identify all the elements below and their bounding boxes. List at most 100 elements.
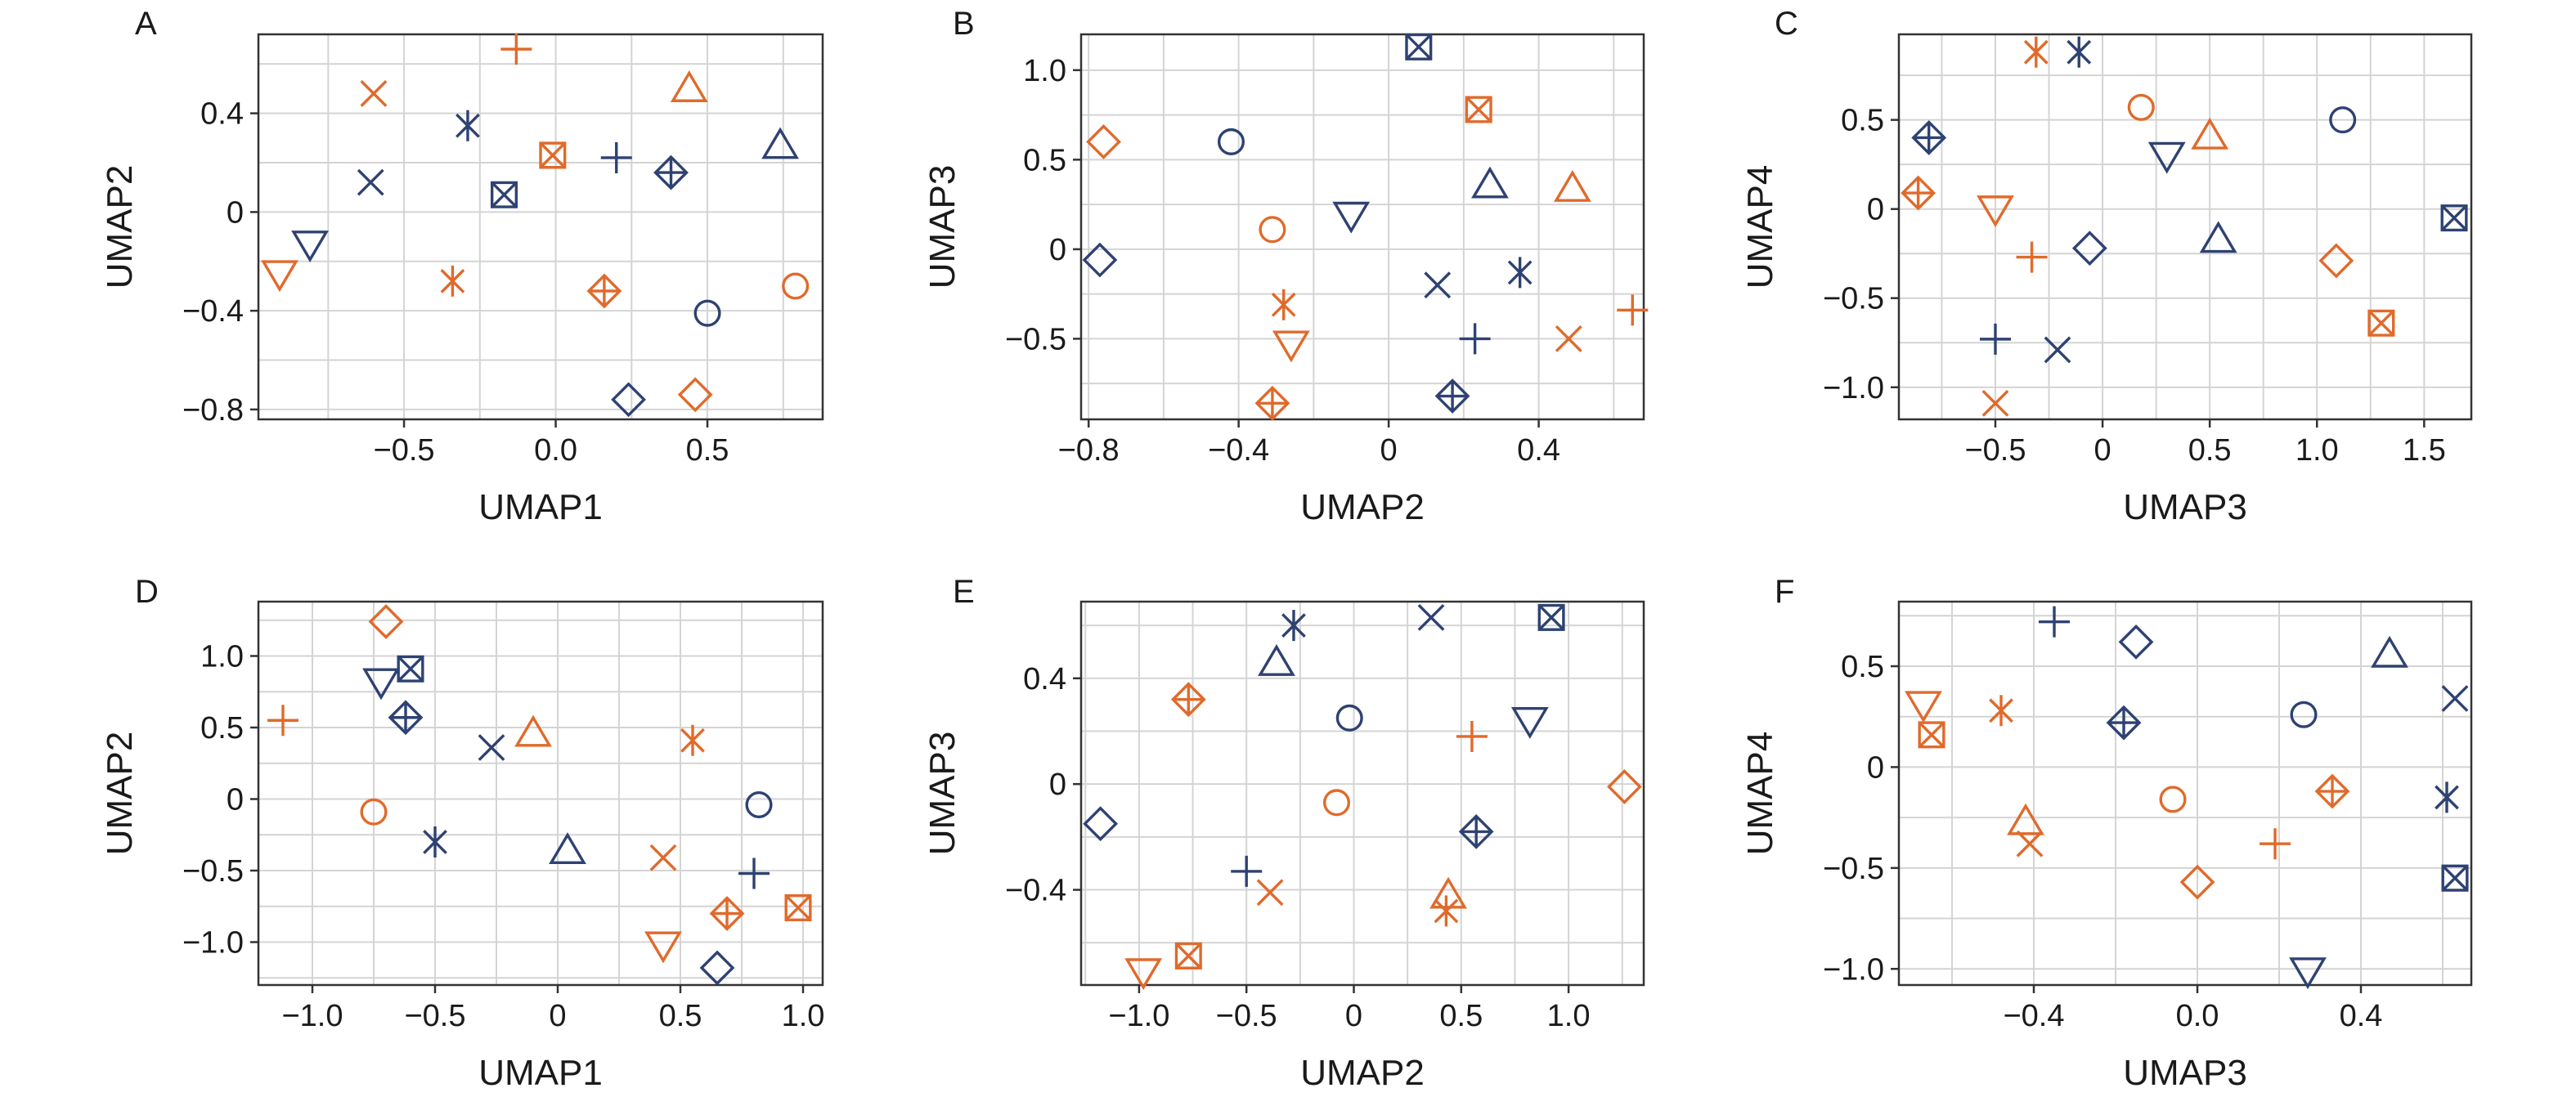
marker-shape xyxy=(2367,309,2395,337)
marker-shape xyxy=(2127,93,2155,121)
data-point-diamond-blue xyxy=(699,950,735,986)
data-point-triangle-orange xyxy=(2191,117,2229,150)
data-point-square-x-blue xyxy=(1405,33,1433,60)
data-point-circle-blue xyxy=(1335,704,1363,732)
panel-letter: F xyxy=(1775,574,1794,610)
marker-shape xyxy=(2435,781,2459,813)
data-point-asterisk-orange xyxy=(1271,289,1296,320)
data-point-asterisk-blue xyxy=(1281,610,1306,642)
data-point-asterisk-blue xyxy=(2067,36,2092,68)
data-point-triangle-down-orange xyxy=(261,260,298,293)
marker-shape xyxy=(1281,610,1306,642)
data-point-circle-blue xyxy=(693,299,721,327)
data-points xyxy=(261,34,810,418)
data-point-plus-orange xyxy=(2260,828,2291,860)
data-point-x-orange xyxy=(360,80,388,107)
x-axis-title: UMAP1 xyxy=(478,487,603,527)
marker-shape xyxy=(1465,96,1492,123)
y-tick-label: 0.5 xyxy=(200,711,244,746)
x-axis-title: UMAP2 xyxy=(1300,487,1425,527)
data-point-diamond-plus-blue xyxy=(1911,120,1947,155)
marker-shape xyxy=(1458,813,1494,849)
marker-shape xyxy=(456,110,480,141)
data-point-triangle-orange xyxy=(2007,803,2044,835)
y-axis-title: UMAP4 xyxy=(1740,165,1780,289)
data-point-asterisk-orange xyxy=(1989,695,2013,727)
marker-shape xyxy=(514,714,552,747)
marker-shape xyxy=(1434,378,1470,414)
data-point-triangle-blue xyxy=(2199,221,2237,253)
grid xyxy=(258,34,823,419)
data-point-asterisk-blue xyxy=(456,110,480,141)
y-axis-title: UMAP4 xyxy=(1740,732,1780,856)
marker-shape xyxy=(1977,195,2014,228)
marker-shape xyxy=(670,70,708,102)
data-point-triangle-down-blue xyxy=(291,231,329,262)
marker-shape xyxy=(539,141,567,169)
data-point-x-blue xyxy=(2441,685,2469,712)
marker-shape xyxy=(2260,828,2291,860)
marker-shape xyxy=(1424,271,1452,299)
x-tick-label: −1.0 xyxy=(1108,999,1169,1033)
data-point-x-orange xyxy=(1981,389,2009,417)
marker-shape xyxy=(2159,786,2187,813)
data-point-triangle-blue xyxy=(1258,644,1295,676)
data-point-diamond-orange xyxy=(2318,243,2354,279)
y-tick-label: 1.0 xyxy=(1023,54,1066,88)
y-tick-label: −1.0 xyxy=(182,926,244,960)
marker-shape xyxy=(549,832,586,865)
marker-shape xyxy=(1405,33,1433,60)
y-tick-label: −0.5 xyxy=(1823,282,1884,316)
y-axis-title: UMAP3 xyxy=(922,165,963,289)
data-points xyxy=(1905,606,2469,990)
marker-shape xyxy=(2016,241,2048,273)
data-point-triangle-orange xyxy=(670,70,708,102)
marker-shape xyxy=(2440,204,2468,232)
x-tick-label: −0.5 xyxy=(404,999,465,1033)
x-tick-label: 1.0 xyxy=(2296,433,2339,468)
marker-shape xyxy=(1905,691,1942,723)
data-point-diamond-plus-blue xyxy=(1458,813,1494,849)
marker-shape xyxy=(649,844,677,871)
grid xyxy=(258,602,823,985)
x-tick-label: −1.0 xyxy=(281,999,343,1033)
data-point-asterisk-orange xyxy=(680,724,705,756)
marker-shape xyxy=(1901,175,1936,211)
data-point-diamond-blue xyxy=(611,382,646,418)
data-point-diamond-plus-orange xyxy=(1254,385,1290,421)
data-point-circle-orange xyxy=(360,798,388,826)
x-tick-label: 0 xyxy=(1345,999,1362,1033)
y-tick-label: 0 xyxy=(1049,768,1066,802)
data-point-plus-orange xyxy=(1617,294,1649,326)
data-point-square-x-blue xyxy=(397,655,424,683)
marker-shape xyxy=(611,382,646,418)
x-tick-label: 0.5 xyxy=(659,999,702,1033)
marker-shape xyxy=(291,231,329,262)
data-point-plus-blue xyxy=(1979,323,2011,355)
marker-shape xyxy=(2441,685,2469,712)
data-point-plus-blue xyxy=(738,857,770,889)
marker-shape xyxy=(388,700,424,736)
plot-frame xyxy=(1897,600,2473,987)
data-point-diamond-orange xyxy=(2179,864,2215,900)
data-point-diamond-plus-blue xyxy=(2106,705,2142,741)
marker-shape xyxy=(1124,958,1163,991)
marker-shape xyxy=(2039,606,2070,638)
panel-letter: B xyxy=(953,6,975,42)
marker-shape xyxy=(699,950,735,986)
marker-shape xyxy=(1989,695,2013,727)
marker-shape xyxy=(1553,170,1591,202)
data-point-square-x-blue xyxy=(2440,204,2468,232)
x-tick-label: −0.5 xyxy=(1964,433,2026,468)
x-tick-label: 1.0 xyxy=(1547,999,1591,1033)
plot-frame xyxy=(1079,33,1645,421)
marker-shape xyxy=(1918,721,1945,749)
y-tick-label: 0 xyxy=(1049,233,1066,267)
marker-shape xyxy=(2023,36,2049,68)
data-point-triangle-blue xyxy=(2371,635,2408,668)
data-point-x-blue xyxy=(1424,271,1452,299)
data-point-circle-blue xyxy=(2329,106,2357,134)
data-point-plus-blue xyxy=(600,141,632,173)
marker-shape xyxy=(1231,855,1263,887)
y-tick-label: 0 xyxy=(227,783,244,817)
